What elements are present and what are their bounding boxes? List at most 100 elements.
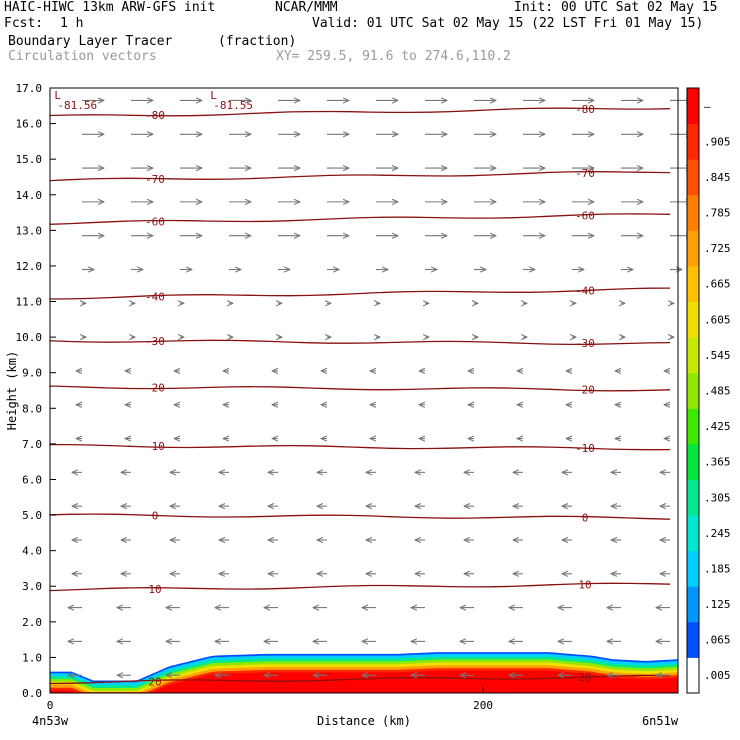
- fcst-label: Fcst:: [4, 16, 44, 31]
- colorbar-label: .905: [704, 135, 731, 148]
- contour-label: -70: [145, 173, 165, 186]
- y-tick-label: 12.0: [16, 260, 43, 273]
- contour-label: -30: [145, 335, 165, 348]
- y-tick-label: 14.0: [16, 189, 43, 202]
- temperature-contour: [49, 582, 671, 592]
- contour-label: -80: [145, 109, 165, 122]
- contour-label: 10: [578, 579, 591, 592]
- temperature-contour: [49, 385, 671, 392]
- contour-label: 0: [152, 510, 159, 523]
- temperature-contour: [49, 171, 671, 182]
- tracer-band-7: [50, 670, 678, 693]
- temperature-contour: [49, 513, 671, 520]
- colorbar-label: .185: [704, 562, 731, 575]
- colorbar-swatch: [687, 301, 699, 338]
- colorbar-label: .425: [704, 420, 731, 433]
- colorbar-label: .305: [704, 491, 731, 504]
- y-tick-label: 11.0: [16, 296, 43, 309]
- colorbar-label: .365: [704, 456, 731, 469]
- fcst-value: 1 h: [60, 16, 84, 31]
- x-axis-title: Distance (km): [317, 714, 411, 728]
- colorbar-swatch: [687, 621, 699, 658]
- minimum-value: -81.55: [213, 99, 253, 112]
- colorbar-swatch: [687, 443, 699, 480]
- y-tick-label: 17.0: [16, 82, 43, 95]
- contour-label: -10: [145, 440, 165, 453]
- y-tick-label: 16.0: [16, 118, 43, 131]
- colorbar-label: .605: [704, 313, 731, 326]
- contour-label: -10: [575, 442, 595, 455]
- colorbar-swatch: [687, 159, 699, 196]
- x-endpoint-right: 6n51w: [642, 714, 679, 728]
- x-tick-label: 200: [473, 699, 493, 712]
- colorbar-swatch: [687, 515, 699, 552]
- y-tick-label: 5.0: [22, 509, 42, 522]
- contour-label: -40: [145, 291, 165, 304]
- colorbar-swatch: [687, 550, 699, 587]
- colorbar-swatch: [687, 408, 699, 445]
- contour-label: -80: [575, 103, 595, 116]
- colorbar-swatch: [687, 194, 699, 231]
- colorbar-frame: [686, 87, 700, 694]
- colorbar-swatch: [687, 265, 699, 303]
- y-tick-label: 9.0: [22, 367, 42, 380]
- contour-label: -20: [145, 381, 165, 394]
- y-tick-label: 7.0: [22, 438, 42, 451]
- y-tick-label: 10.0: [16, 331, 43, 344]
- y-tick-label: 3.0: [22, 580, 42, 593]
- colorbar-swatch: [687, 657, 699, 694]
- colorbar-label: .785: [704, 207, 731, 220]
- y-tick-label: 2.0: [22, 616, 42, 629]
- contour-label: 0: [582, 512, 589, 525]
- init-time: Init: 00 UTC Sat 02 May 15: [514, 0, 718, 15]
- colorbar-swatch: [687, 88, 699, 125]
- valid-time: Valid: 01 UTC Sat 02 May 15 (22 LST Fri …: [312, 16, 704, 31]
- y-tick-label: 6.0: [22, 473, 42, 486]
- x-endpoint-left: 4n53w: [32, 714, 69, 728]
- colorbar-label: .245: [704, 527, 731, 540]
- colorbar-swatch: [687, 479, 699, 516]
- contour-label: 10: [148, 583, 161, 596]
- colorbar-swatch: [687, 230, 699, 267]
- colorbar-label: .665: [704, 278, 731, 291]
- y-tick-label: 0.0: [22, 687, 42, 700]
- contour-label: -60: [145, 216, 165, 229]
- y-tick-label: 15.0: [16, 153, 43, 166]
- contour-label: -30: [575, 337, 595, 350]
- colorbar-label: .845: [704, 171, 731, 184]
- temperature-contour: [49, 339, 671, 346]
- colorbar-label: .485: [704, 385, 731, 398]
- colorbar-swatch: [687, 123, 699, 160]
- contour-label: -70: [575, 167, 595, 180]
- contour-label: -20: [575, 384, 595, 397]
- y-tick-label: 1.0: [22, 651, 42, 664]
- colorbar-label: .545: [704, 349, 731, 362]
- minimum-value: -81.56: [57, 99, 97, 112]
- y-tick-label: 8.0: [22, 402, 42, 415]
- colorbar-label: .725: [704, 242, 731, 255]
- contour-label: 20: [148, 675, 161, 688]
- vector-label: Circulation vectors: [8, 49, 157, 64]
- x-tick-label: 0: [47, 699, 54, 712]
- temperature-contour: [49, 107, 671, 117]
- temperature-contour: [49, 443, 671, 451]
- plot-frame: [49, 87, 679, 694]
- y-tick-label: 4.0: [22, 545, 42, 558]
- minimum-mark: L: [54, 89, 61, 102]
- field-units: (fraction): [218, 34, 297, 49]
- xy-range: XY= 259.5, 91.6 to 274.6,110.2: [276, 49, 511, 64]
- field-name: Boundary Layer Tracer: [8, 34, 173, 49]
- org-label: NCAR/MMM: [275, 0, 338, 15]
- colorbar-label: .005: [704, 669, 731, 682]
- temperature-contour: [49, 213, 671, 225]
- colorbar-label: .065: [704, 634, 731, 647]
- colorbar-swatch: [687, 586, 699, 623]
- contour-label: -40: [575, 284, 595, 297]
- temperature-contour: [49, 287, 671, 300]
- colorbar-label: –: [704, 100, 711, 113]
- colorbar-label: .125: [704, 598, 731, 611]
- contour-label: -60: [575, 210, 595, 223]
- y-axis-title: Height (km): [5, 351, 19, 430]
- model-title: HAIC-HIWC 13km ARW-GFS init: [4, 0, 216, 15]
